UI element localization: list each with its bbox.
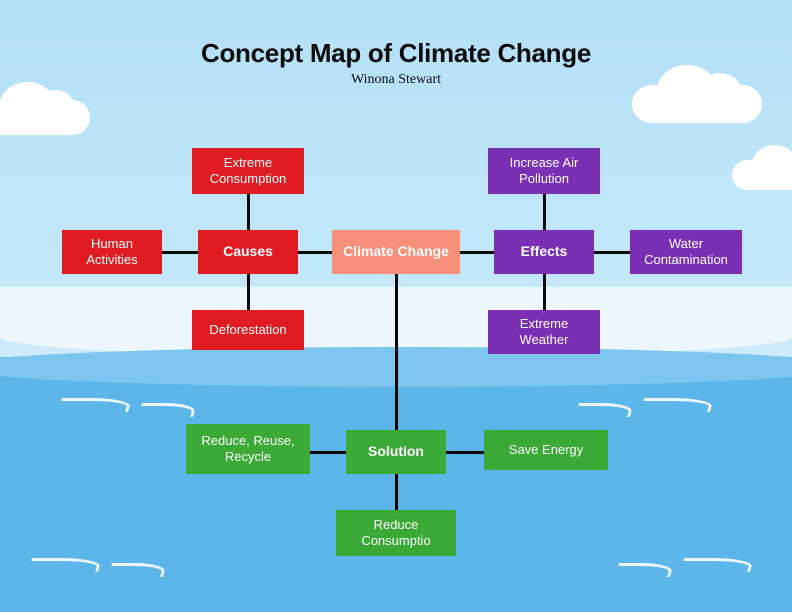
node-rrr: Reduce, Reuse, Recycle <box>186 424 310 474</box>
node-effects: Effects <box>494 230 594 274</box>
node-exweather: Extreme Weather <box>488 310 600 354</box>
node-deforest: Deforestation <box>192 310 304 350</box>
node-human: Human Activities <box>62 230 162 274</box>
edge <box>395 252 398 452</box>
node-watercont: Water Contamination <box>630 230 742 274</box>
node-solution: Solution <box>346 430 446 474</box>
node-extreme_c: Extreme Consumption <box>192 148 304 194</box>
node-saveenergy: Save Energy <box>484 430 608 470</box>
node-redcons: Reduce Consumptio <box>336 510 456 556</box>
node-causes: Causes <box>198 230 298 274</box>
concept-map: Climate Change Causes Effects Solution Extre… <box>0 0 792 612</box>
node-center: Climate Change <box>332 230 460 274</box>
node-airpoll: Increase Air Pollution <box>488 148 600 194</box>
